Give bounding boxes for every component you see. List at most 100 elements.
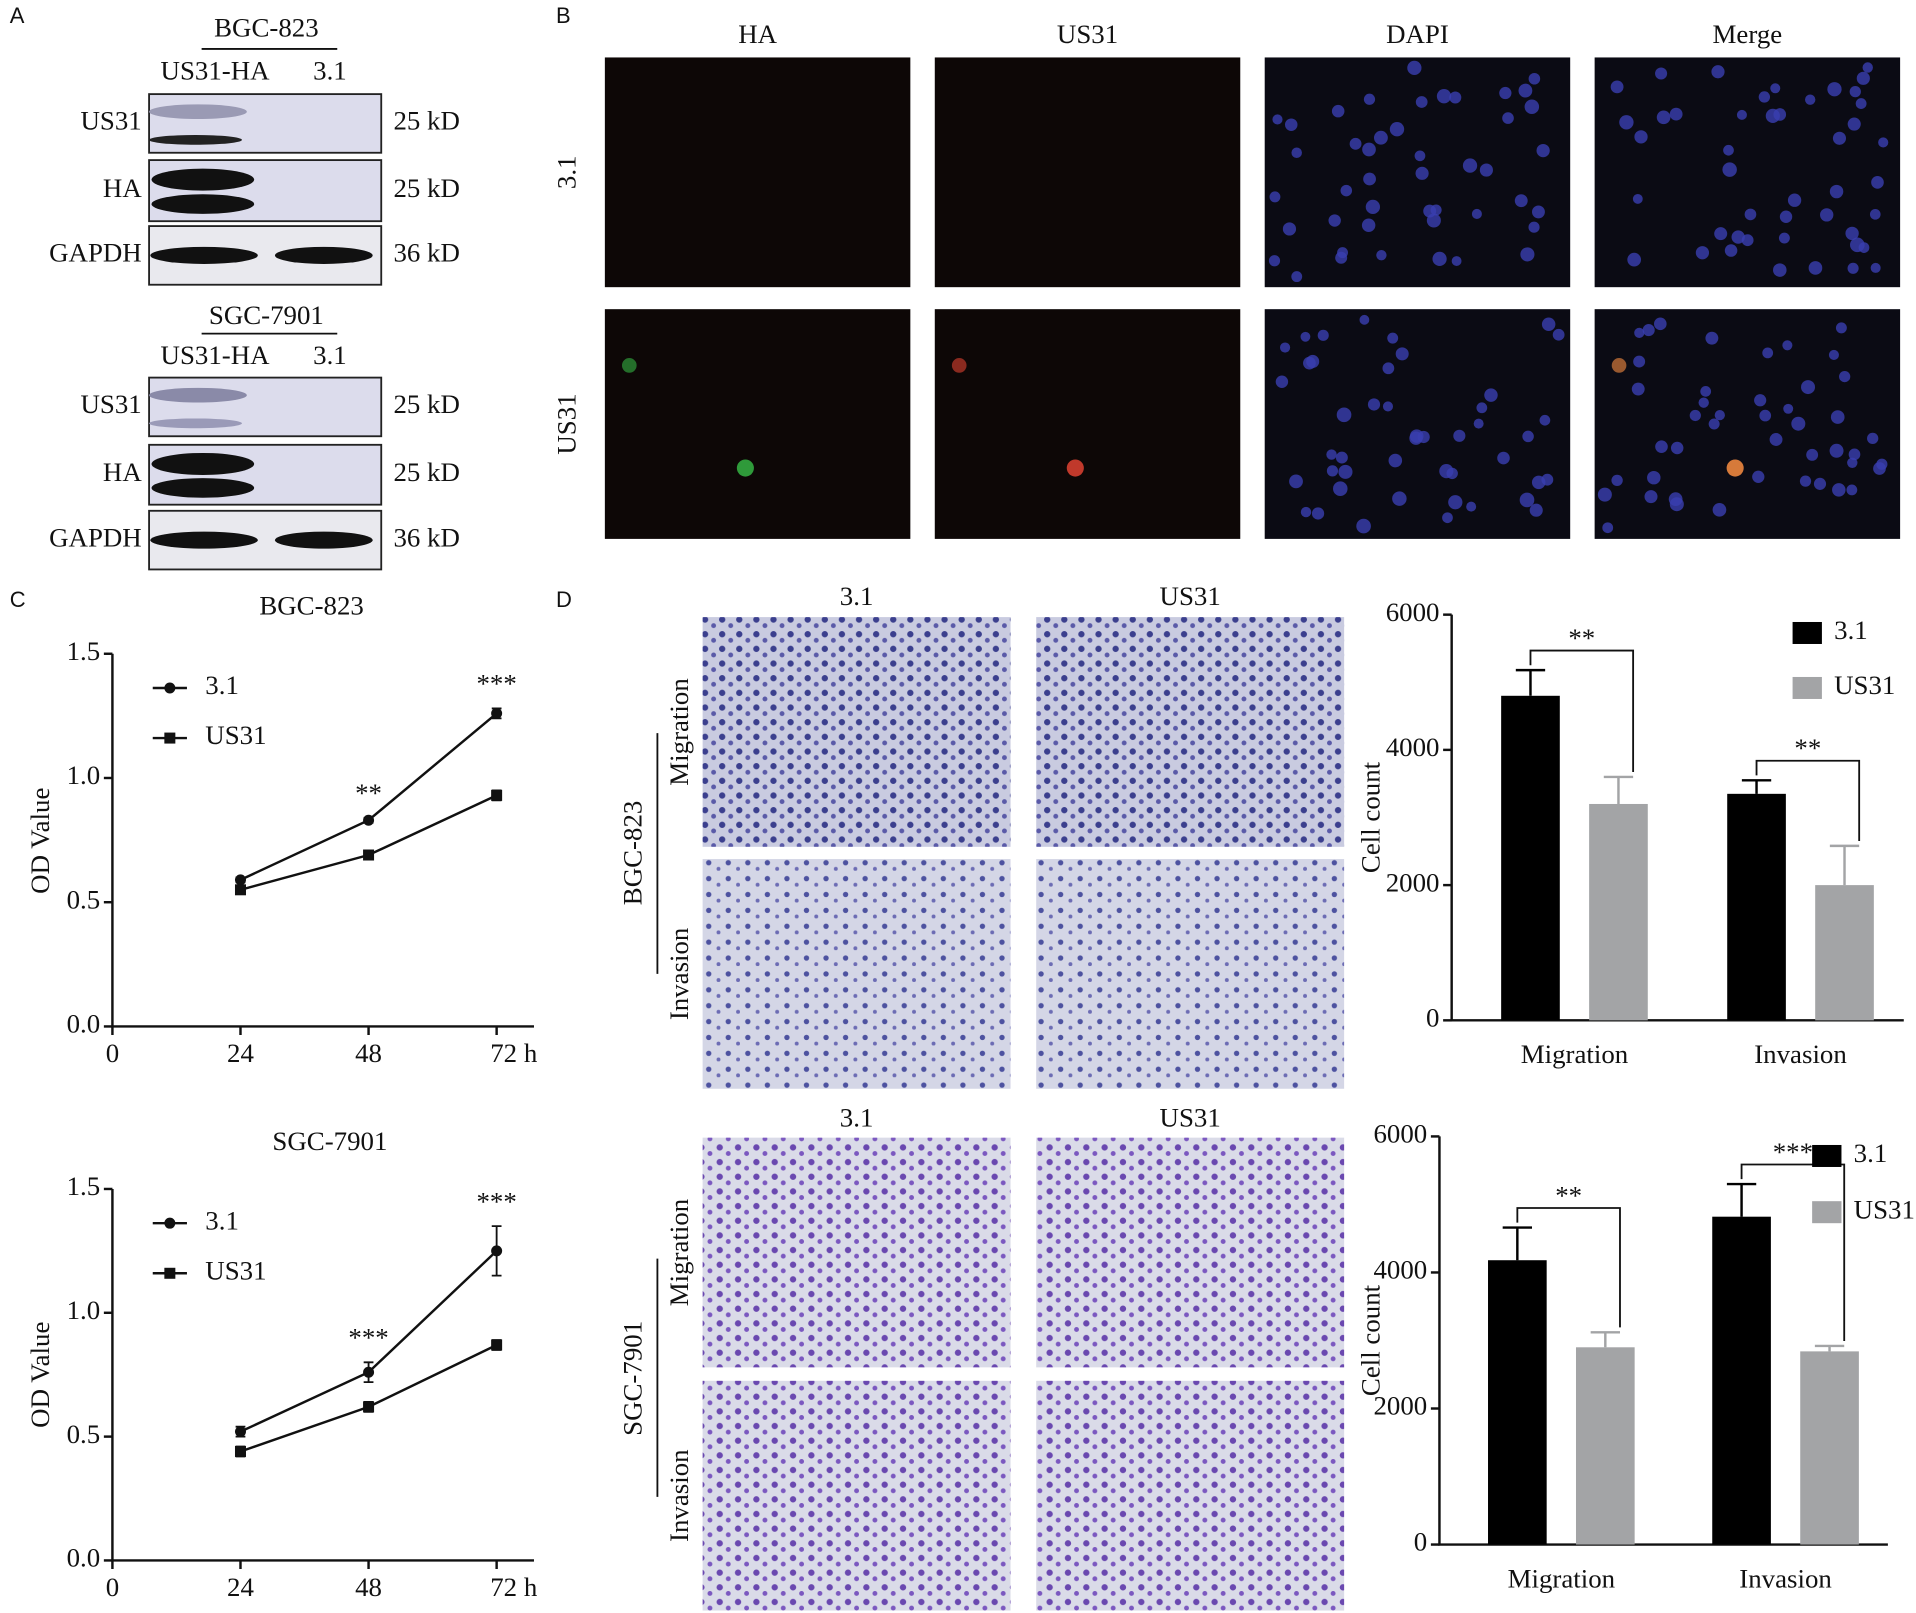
band-size: 25 kD — [393, 173, 459, 203]
nucleus — [1722, 162, 1737, 177]
nucleus — [1827, 82, 1842, 97]
nucleus — [1670, 441, 1684, 455]
nucleus — [1845, 226, 1859, 241]
nucleus — [1847, 262, 1859, 274]
row-label: Invasion — [664, 927, 694, 1020]
nucleus — [1871, 176, 1884, 189]
nucleus — [1279, 342, 1291, 353]
nucleus — [1340, 184, 1353, 197]
row-label: HA — [103, 457, 142, 487]
nucleus — [1337, 247, 1349, 259]
nucleus — [1754, 394, 1767, 407]
transwell-image — [1036, 1380, 1345, 1611]
significance-bracket — [1529, 649, 1635, 773]
nucleus — [1712, 502, 1727, 517]
marker — [491, 707, 503, 719]
x-tick-label: 72 h — [490, 1572, 538, 1602]
y-tick-label: 1.0 — [67, 1295, 101, 1325]
marker — [363, 1366, 375, 1378]
annotation: *** — [476, 1186, 516, 1216]
band-size: 36 kD — [393, 238, 459, 268]
nucleus — [1878, 137, 1889, 148]
nucleus — [1830, 410, 1845, 424]
nucleus — [1602, 522, 1614, 534]
nucleus — [1359, 314, 1370, 325]
micrograph — [604, 309, 911, 539]
transwell-image — [702, 1137, 1011, 1368]
nucleus — [1695, 246, 1710, 260]
nucleus — [1451, 256, 1462, 266]
y-tick-label: 0 — [1426, 1003, 1439, 1033]
legend-marker — [164, 682, 176, 694]
y-axis-label: Cell count — [1356, 761, 1386, 873]
cell-line: SGC-7901 — [209, 300, 324, 330]
nucleus — [1805, 94, 1816, 105]
nucleus — [1655, 440, 1668, 453]
nucleus — [1514, 194, 1528, 208]
significance: ** — [1555, 1180, 1582, 1210]
nucleus — [1432, 251, 1447, 267]
nucleus — [1382, 362, 1395, 375]
legend-swatch — [1792, 676, 1822, 699]
y-tick-label: 0.0 — [67, 1543, 101, 1573]
column-label: Merge — [1713, 19, 1783, 49]
cell-line: SGC-7901 — [618, 1321, 648, 1436]
nucleus — [1268, 255, 1281, 267]
nucleus — [1479, 163, 1493, 177]
x-tick-label: 24 — [227, 1038, 254, 1068]
nucleus — [1806, 448, 1819, 461]
nucleus — [1476, 402, 1488, 414]
cell-line: BGC-823 — [214, 13, 319, 43]
legend-label: US31 — [205, 720, 266, 750]
nucleus — [1752, 470, 1765, 483]
marker — [491, 789, 503, 801]
x-tick-label: Migration — [1508, 1563, 1616, 1593]
row-label: GAPDH — [49, 522, 142, 552]
marker — [234, 884, 246, 896]
bar — [1800, 1351, 1859, 1545]
legend-swatch — [1812, 1144, 1842, 1167]
nucleus — [1655, 67, 1668, 80]
band — [150, 531, 258, 549]
nucleus — [1407, 60, 1422, 75]
column-label: 3.1 — [840, 1103, 874, 1133]
band — [151, 478, 255, 498]
nucleus — [1832, 483, 1846, 497]
nucleus — [1839, 370, 1851, 383]
error-bar — [1726, 1182, 1757, 1217]
significance-bracket — [1516, 1207, 1621, 1328]
band-size: 25 kD — [393, 457, 459, 487]
nucleus — [1531, 475, 1546, 490]
marker — [234, 1426, 246, 1438]
nucleus — [1808, 261, 1823, 275]
nucleus — [1363, 172, 1376, 186]
panel-label: D — [556, 587, 572, 612]
nucleus — [1862, 62, 1873, 73]
marker — [363, 849, 375, 861]
significance: ** — [1794, 733, 1821, 763]
significance: ** — [1568, 623, 1595, 653]
x-tick-label: 0 — [106, 1038, 119, 1068]
nucleus — [1388, 453, 1403, 468]
nucleus — [1326, 465, 1339, 477]
nucleus — [1847, 117, 1861, 131]
nucleus — [1829, 443, 1844, 458]
nucleus — [1647, 470, 1661, 485]
nucleus — [1835, 322, 1847, 334]
nucleus — [1787, 193, 1802, 207]
nucleus — [1762, 347, 1774, 359]
y-tick-label: 1.0 — [67, 760, 101, 790]
nucleus — [1376, 250, 1387, 261]
nucleus — [1632, 193, 1643, 204]
nucleus — [1392, 491, 1407, 506]
nucleus — [1395, 347, 1409, 361]
error-bar — [1502, 1226, 1533, 1261]
annotation: *** — [476, 669, 516, 699]
nucleus — [1770, 83, 1781, 94]
nucleus — [1520, 247, 1535, 262]
nucleus — [1723, 144, 1734, 156]
lane-label: US31-HA — [161, 340, 271, 370]
bar — [1589, 803, 1648, 1021]
nucleus — [1724, 244, 1738, 257]
